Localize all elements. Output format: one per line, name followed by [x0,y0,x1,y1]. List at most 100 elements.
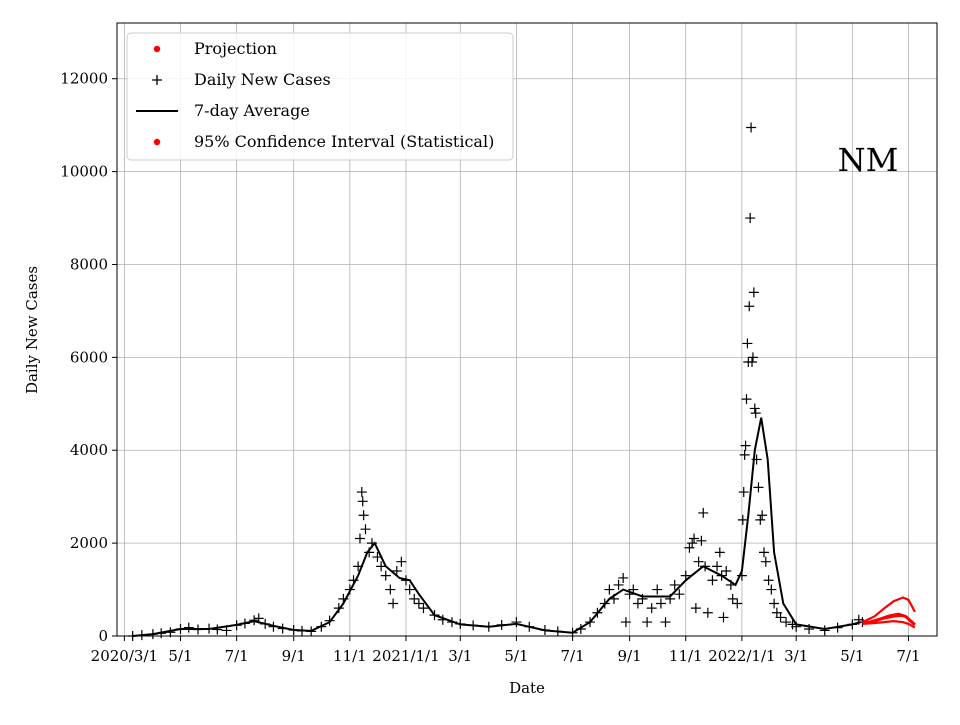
daily-case-marker [652,584,663,595]
daily-case-marker [742,338,753,349]
daily-case-marker [354,533,365,544]
daily-case-marker [511,617,522,628]
daily-case-marker [740,440,751,451]
legend-box [126,32,514,161]
daily-case-marker [357,496,368,507]
legend-marker-dot [153,138,161,146]
daily-case-marker [212,624,223,635]
daily-case-marker [737,514,748,525]
y-tick-label: 4000 [70,441,108,459]
legend-label: 7-day Average [194,101,310,120]
daily-case-marker [819,625,830,636]
daily-case-marker [747,352,758,363]
x-tick-label: 11/1 [669,647,703,665]
daily-case-marker [693,556,704,567]
daily-case-marker [749,403,760,414]
daily-case-marker [781,617,792,628]
plot-frame [116,22,938,637]
daily-case-marker [646,603,657,614]
daily-case-marker [748,287,759,298]
daily-case-marker [698,507,709,518]
legend-label: Daily New Cases [194,70,331,89]
daily-case-marker [714,547,725,558]
x-tick-label: 9/1 [282,647,306,665]
y-tick-label: 6000 [70,348,108,366]
x-tick-label: 7/1 [560,647,584,665]
daily-case-marker [757,510,768,521]
daily-case-marker [769,598,780,609]
x-tick-label: 3/1 [784,647,808,665]
daily-case-marker [766,584,777,595]
x-axis-label: Date [509,679,545,697]
daily-case-marker [721,565,732,576]
daily-case-marker [413,598,424,609]
y-axis: 0 2000 4000 6000 8000 10000 12000 [60,70,117,645]
legend-marker-dot [153,45,161,53]
y-tick-label: 0 [98,627,108,645]
x-tick-label: 2022/1/1 [708,647,775,665]
y-tick-label: 2000 [70,534,108,552]
daily-case-marker [356,487,367,498]
legend-marker-plus [152,75,162,85]
x-tick-label: 5/1 [168,647,192,665]
daily-case-marker [775,612,786,623]
daily-case-marker [712,561,723,572]
daily-case-marker [745,213,756,224]
x-tick-label: 5/1 [504,647,528,665]
daily-case-marker [660,617,671,628]
confidence-interval-line [862,619,916,629]
daily-case-marker [741,394,752,405]
daily-case-marker [739,449,750,460]
daily-case-marker [732,598,743,609]
daily-case-marker [750,408,761,419]
x-tick-label: 7/1 [896,647,920,665]
daily-case-marker [690,603,701,614]
daily-case-marker [655,598,666,609]
state-label: NM [838,141,899,179]
daily-case-marker [669,579,680,590]
daily-case-marker [727,593,738,604]
daily-case-marker [744,301,755,312]
daily-case-marker [391,565,402,576]
legend-label: 95% Confidence Interval (Statistical) [194,132,494,151]
daily-case-marker [632,598,643,609]
daily-case-marker [618,572,629,583]
daily-case-marker [358,510,369,521]
daily-case-marker [758,547,769,558]
x-tick-label: 7/1 [225,647,249,665]
daily-case-marker [388,598,399,609]
daily-case-marker [746,122,757,133]
x-tick-label: 11/1 [333,647,367,665]
x-axis: 2020/3/1 5/1 7/1 9/1 11/1 2021/1/1 3/1 5/1 7/1 9/… [91,636,921,665]
daily-case-marker [696,535,707,546]
daily-case-marker [674,589,685,600]
x-tick-label: 2020/3/1 [91,647,158,665]
daily-case-marker [687,538,698,549]
daily-case-marker [689,533,700,544]
y-tick-label: 12000 [60,70,108,88]
daily-case-marker [418,603,429,614]
daily-case-marker [376,561,387,572]
legend-items: Projection Daily New Cases 7-day Average 95… [136,39,494,151]
daily-case-marker [763,575,774,586]
daily-case-marker [753,482,764,493]
daily-case-marker [680,570,691,581]
plot-content [127,122,916,641]
x-tick-label: 5/1 [840,647,864,665]
x-tick-label: 2021/1/1 [372,647,439,665]
y-tick-label: 10000 [60,163,108,181]
daily-case-marker [396,556,407,567]
daily-case-marker [702,607,713,618]
daily-case-marker [385,584,396,595]
daily-case-marker [620,617,631,628]
daily-case-marker [604,584,615,595]
daily-case-marker [613,579,624,590]
daily-case-marker [760,556,771,567]
daily-case-marker [183,622,194,633]
daily-case-marker [380,570,391,581]
projection-line [862,612,916,627]
y-axis-label: Daily New Cases [23,266,41,394]
daily-case-marker [707,575,718,586]
legend-label: Projection [194,39,277,58]
